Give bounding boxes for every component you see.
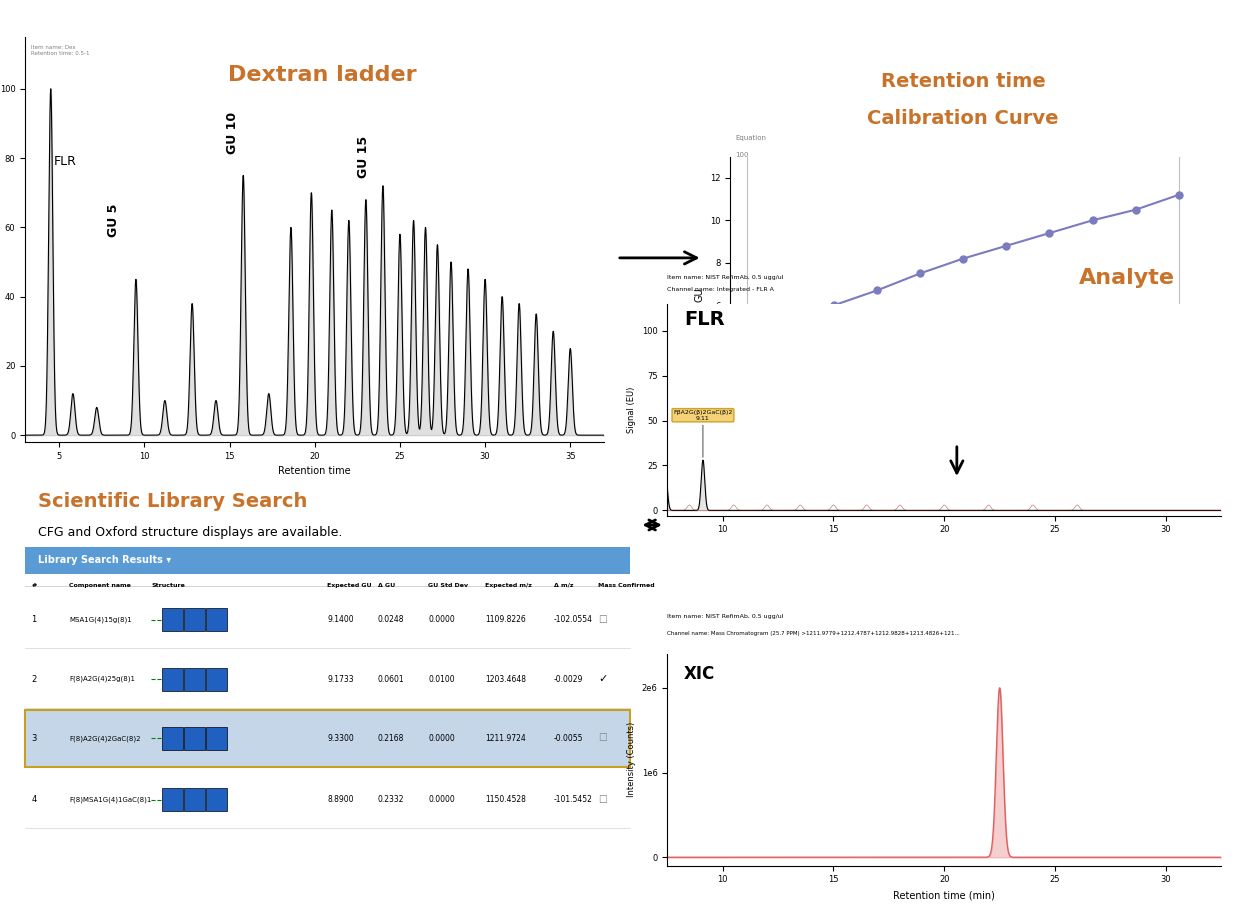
Text: 0.2168: 0.2168 <box>378 734 404 743</box>
Text: 1109.8226: 1109.8226 <box>485 615 525 624</box>
Text: Equation: Equation <box>735 135 765 141</box>
FancyBboxPatch shape <box>185 609 204 631</box>
Text: -102.0554: -102.0554 <box>554 615 593 624</box>
FancyBboxPatch shape <box>185 668 204 691</box>
Text: 3: 3 <box>31 734 37 743</box>
FancyBboxPatch shape <box>206 727 227 750</box>
Text: 0.0601: 0.0601 <box>378 674 404 683</box>
Text: -0.0029: -0.0029 <box>554 674 583 683</box>
Text: ☐: ☐ <box>598 795 607 805</box>
Text: XIC: XIC <box>684 665 715 683</box>
X-axis label: Retention time: Retention time <box>278 466 351 476</box>
Text: F(8)A2G(4)2GaC(8)2: F(8)A2G(4)2GaC(8)2 <box>69 735 141 741</box>
Text: FLR: FLR <box>684 310 724 329</box>
FancyBboxPatch shape <box>185 788 204 811</box>
Text: Channel name: Integrated - FLR A: Channel name: Integrated - FLR A <box>667 287 774 292</box>
Text: Expected GU: Expected GU <box>327 583 371 588</box>
Text: F(8)A2G(4)25g(8)1: F(8)A2G(4)25g(8)1 <box>69 676 135 682</box>
FancyBboxPatch shape <box>25 710 629 767</box>
Text: 0.0000: 0.0000 <box>428 615 454 624</box>
Text: Δ m/z: Δ m/z <box>554 583 573 588</box>
X-axis label: Retention Time (min): Retention Time (min) <box>912 457 1015 467</box>
Text: 0.0000: 0.0000 <box>428 796 454 804</box>
Text: Dextran ladder: Dextran ladder <box>228 65 417 86</box>
Text: 8.8900: 8.8900 <box>327 796 354 804</box>
Text: 0.0000: 0.0000 <box>428 734 454 743</box>
Text: 9.1400: 9.1400 <box>327 615 354 624</box>
Text: 1203.4648: 1203.4648 <box>485 674 526 683</box>
Text: 0.0248: 0.0248 <box>378 615 404 624</box>
FancyBboxPatch shape <box>162 609 183 631</box>
Text: 0.0100: 0.0100 <box>428 674 454 683</box>
Text: Retention time: Retention time <box>881 73 1045 91</box>
X-axis label: Retention time (min): Retention time (min) <box>894 890 995 900</box>
Text: 1211.9724: 1211.9724 <box>485 734 525 743</box>
Text: ✓: ✓ <box>598 674 607 684</box>
Text: 9.3300: 9.3300 <box>327 734 354 743</box>
Text: FβA2G(β)2GaC(β)2
9.11: FβA2G(β)2GaC(β)2 9.11 <box>674 410 733 458</box>
FancyBboxPatch shape <box>185 727 204 750</box>
Text: -101.5452: -101.5452 <box>554 796 593 804</box>
Text: 4: 4 <box>31 796 37 804</box>
FancyBboxPatch shape <box>206 668 227 691</box>
Y-axis label: Signal (EU): Signal (EU) <box>627 387 636 433</box>
Text: Item name: NIST RefimAb, 0.5 ugg/ul: Item name: NIST RefimAb, 0.5 ugg/ul <box>667 274 784 279</box>
Text: -0.0055: -0.0055 <box>554 734 583 743</box>
Text: 0.2332: 0.2332 <box>378 796 404 804</box>
FancyBboxPatch shape <box>25 650 629 707</box>
FancyBboxPatch shape <box>25 591 629 648</box>
Text: GU 5: GU 5 <box>107 204 120 238</box>
Text: Channel name: Mass Chromatogram (25.7 PPM) >1211.9779+1212.4787+1212.9828+1213.4: Channel name: Mass Chromatogram (25.7 PP… <box>667 631 961 635</box>
Text: #: # <box>31 583 37 588</box>
Text: Structure: Structure <box>151 583 185 588</box>
Text: ☐: ☐ <box>598 733 607 743</box>
Text: GU 10: GU 10 <box>227 112 239 154</box>
Text: CFG and Oxford structure displays are available.: CFG and Oxford structure displays are av… <box>38 526 342 539</box>
Text: Expected m/z: Expected m/z <box>485 583 531 588</box>
Text: Item name: Dex
Retention time: 0.5-1: Item name: Dex Retention time: 0.5-1 <box>31 45 89 56</box>
Text: Calibration Curve: Calibration Curve <box>867 110 1059 128</box>
Text: 9.1733: 9.1733 <box>327 674 354 683</box>
FancyBboxPatch shape <box>25 547 629 575</box>
Text: 2: 2 <box>31 674 37 683</box>
FancyBboxPatch shape <box>162 788 183 811</box>
Text: Analyte: Analyte <box>1079 268 1175 288</box>
FancyBboxPatch shape <box>25 771 629 829</box>
Text: F(8)MSA1G(4)1GaC(8)1: F(8)MSA1G(4)1GaC(8)1 <box>69 797 151 803</box>
Text: Δ GU: Δ GU <box>378 583 395 588</box>
Text: 1: 1 <box>31 615 37 624</box>
Text: 1150.4528: 1150.4528 <box>485 796 525 804</box>
Text: GU Std Dev: GU Std Dev <box>428 583 468 588</box>
Text: 100: 100 <box>735 152 748 157</box>
FancyBboxPatch shape <box>206 609 227 631</box>
Text: FLR: FLR <box>54 155 77 168</box>
Text: Mass Confirmed: Mass Confirmed <box>598 583 655 588</box>
Text: Component name: Component name <box>69 583 131 588</box>
Y-axis label: Intensity (Counts): Intensity (Counts) <box>627 722 636 798</box>
FancyBboxPatch shape <box>162 668 183 691</box>
Text: MSA1G(4)15g(8)1: MSA1G(4)15g(8)1 <box>69 616 132 623</box>
Text: GU 15: GU 15 <box>358 136 370 179</box>
Text: Item name: NIST RefimAb, 0.5 ugg/ul: Item name: NIST RefimAb, 0.5 ugg/ul <box>667 614 784 619</box>
FancyBboxPatch shape <box>162 727 183 750</box>
Text: ☐: ☐ <box>598 615 607 624</box>
Text: Library Search Results ▾: Library Search Results ▾ <box>38 555 171 565</box>
Text: Scientific Library Search: Scientific Library Search <box>38 492 307 510</box>
FancyBboxPatch shape <box>206 788 227 811</box>
Y-axis label: GU: GU <box>695 287 705 302</box>
